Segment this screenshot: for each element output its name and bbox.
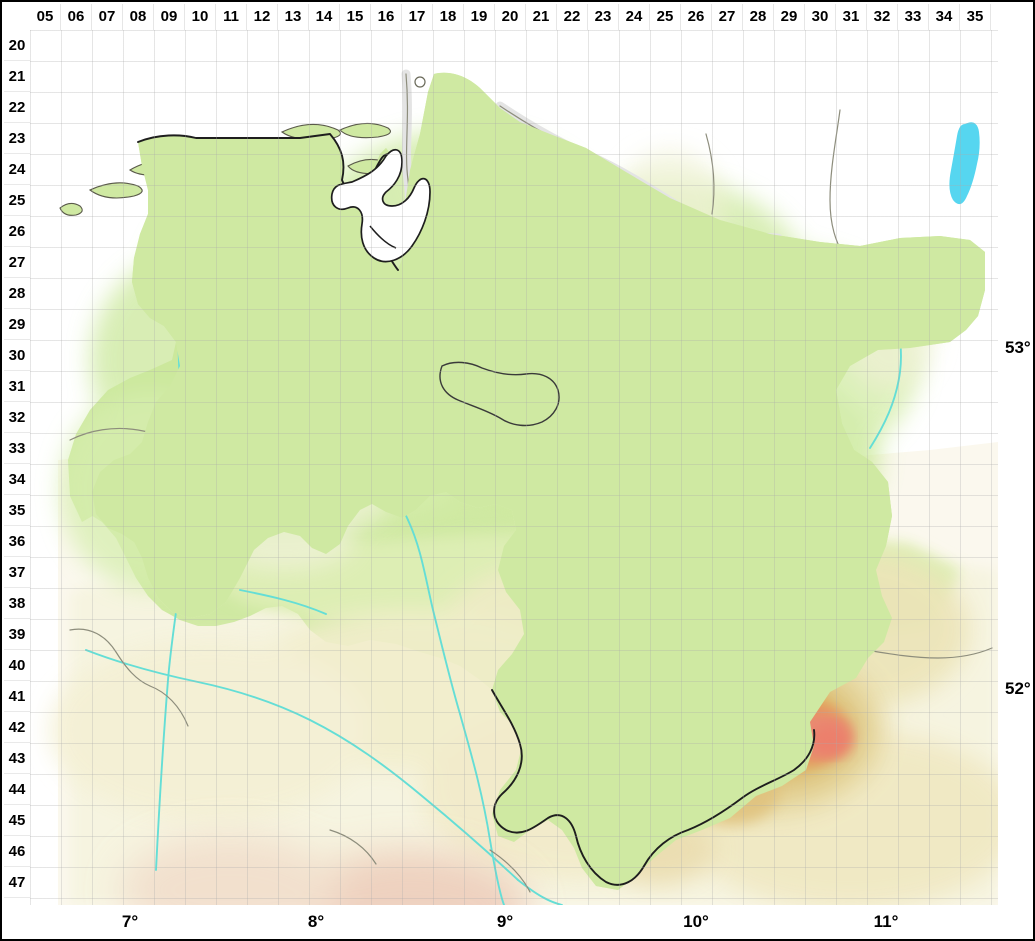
axis-left-tick-42: 42 (4, 712, 30, 743)
axis-top-tick-05: 05 (30, 4, 61, 30)
axis-right-degrees: 53° 52° (1001, 30, 1033, 905)
axis-top-tick-31: 31 (836, 4, 867, 30)
south-west-rosy-relief (120, 835, 530, 905)
axis-top-tick-28: 28 (743, 4, 774, 30)
axis-bottom-degrees: 7° 8° 9° 10° 11° (2, 908, 1033, 939)
axis-left-tick-44: 44 (4, 774, 30, 805)
axis-top-tick-33: 33 (898, 4, 929, 30)
axis-top-tick-34: 34 (929, 4, 960, 30)
axis-left-tick-38: 38 (4, 588, 30, 619)
axis-top-tick-12: 12 (247, 4, 278, 30)
axis-top-tick-26: 26 (681, 4, 712, 30)
axis-top-tick-18: 18 (433, 4, 464, 30)
bremerhaven-enclave (369, 225, 397, 249)
axis-top-tick-09: 09 (154, 4, 185, 30)
axis-top-tick-25: 25 (650, 4, 681, 30)
axis-top-tick-10: 10 (185, 4, 216, 30)
axis-top-tick-22: 22 (557, 4, 588, 30)
axis-left-tick-22: 22 (4, 92, 30, 123)
longitude-label-4: 11° (873, 912, 899, 931)
longitude-label-1: 8° (307, 912, 325, 931)
axis-left-tick-27: 27 (4, 247, 30, 278)
axis-left: 20 21 22 23 24 25 26 27 28 29 30 31 32 33 34 35 36 37 38 39… (4, 30, 30, 905)
axis-left-tick-36: 36 (4, 526, 30, 557)
hamburg-inset-outline (439, 361, 560, 427)
axis-top-tick-20: 20 (495, 4, 526, 30)
axis-left-tick-47: 47 (4, 867, 30, 898)
axis-left-tick-40: 40 (4, 650, 30, 681)
axis-left-tick-39: 39 (4, 619, 30, 650)
axis-left-tick-29: 29 (4, 309, 30, 340)
axis-left-tick-43: 43 (4, 743, 30, 774)
axis-left-tick-34: 34 (4, 464, 30, 495)
axis-left-tick-21: 21 (4, 61, 30, 92)
axis-top-tick-07: 07 (92, 4, 123, 30)
axis-corner (4, 4, 30, 30)
southern-state-border (491, 689, 816, 886)
axis-left-tick-41: 41 (4, 681, 30, 712)
axis-left-tick-45: 45 (4, 805, 30, 836)
latitude-label-0: 53° (1005, 338, 1031, 357)
axis-top-tick-06: 06 (61, 4, 92, 30)
axis-left-tick-23: 23 (4, 123, 30, 154)
axis-top-tick-08: 08 (123, 4, 154, 30)
axis-top-tick-32: 32 (867, 4, 898, 30)
axis-top-tick-30: 30 (805, 4, 836, 30)
axis-top: 05 06 07 08 09 10 11 12 13 14 15 16 17 18 19 20 21 22 23 24… (30, 4, 998, 30)
axis-top-tick-14: 14 (309, 4, 340, 30)
axis-left-tick-25: 25 (4, 185, 30, 216)
longitude-label-0: 7° (121, 912, 139, 931)
axis-top-tick-23: 23 (588, 4, 619, 30)
longitude-label-2: 9° (496, 912, 514, 931)
bremen-enclave (330, 148, 431, 263)
axis-top-tick-19: 19 (464, 4, 495, 30)
latitude-label-1: 52° (1005, 679, 1031, 698)
axis-left-tick-20: 20 (4, 30, 30, 61)
lake (949, 122, 980, 205)
map-canvas[interactable] (30, 30, 998, 905)
axis-top-tick-13: 13 (278, 4, 309, 30)
axis-top-tick-17: 17 (402, 4, 433, 30)
axis-left-tick-33: 33 (4, 433, 30, 464)
longitude-label-3: 10° (683, 912, 709, 931)
map-graphic (30, 30, 998, 905)
axis-left-tick-31: 31 (4, 371, 30, 402)
axis-top-tick-16: 16 (371, 4, 402, 30)
axis-left-tick-26: 26 (4, 216, 30, 247)
axis-top-tick-11: 11 (216, 4, 247, 30)
axis-top-tick-35: 35 (960, 4, 991, 30)
axis-left-tick-37: 37 (4, 557, 30, 588)
axis-left-tick-28: 28 (4, 278, 30, 309)
axis-top-tick-21: 21 (526, 4, 557, 30)
axis-top-tick-15: 15 (340, 4, 371, 30)
axis-top-tick-27: 27 (712, 4, 743, 30)
axis-top-tick-24: 24 (619, 4, 650, 30)
axis-top-tick-29: 29 (774, 4, 805, 30)
small-lake (414, 76, 426, 88)
axis-left-tick-35: 35 (4, 495, 30, 526)
axis-left-tick-30: 30 (4, 340, 30, 371)
axis-left-tick-46: 46 (4, 836, 30, 867)
axis-left-tick-32: 32 (4, 402, 30, 433)
axis-left-tick-24: 24 (4, 154, 30, 185)
